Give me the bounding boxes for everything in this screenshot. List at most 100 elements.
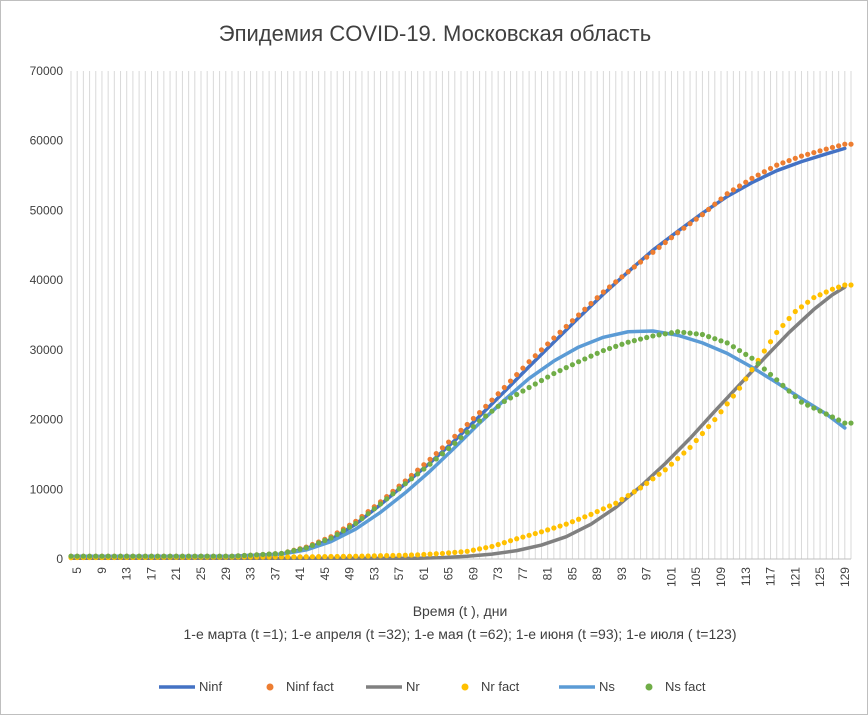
point-nr-fact-44	[316, 554, 322, 560]
point-ninf-fact-88	[588, 300, 594, 307]
point-nr-fact-70	[476, 546, 483, 552]
legend-label-nr: Nr	[406, 679, 420, 694]
point-ns-fact-106	[699, 331, 706, 338]
x-tick-label-77: 77	[516, 567, 530, 581]
point-ns-fact-99	[656, 332, 662, 338]
point-nr-fact-113	[743, 376, 749, 382]
x-tick-label-25: 25	[194, 567, 208, 581]
point-ninf-fact-65	[446, 439, 452, 445]
point-nr-fact-102	[675, 456, 681, 462]
point-nr-fact-92	[613, 500, 619, 506]
point-ns-fact-115	[755, 361, 761, 367]
point-ninf-fact-64	[439, 445, 446, 451]
y-tick-label-40000: 40000	[30, 273, 64, 287]
point-ninf-fact-70	[476, 410, 483, 416]
point-ns-fact-96	[637, 336, 644, 342]
point-ns-fact-31	[235, 553, 241, 559]
point-ninf-fact-60	[415, 467, 421, 473]
point-ninf-fact-121	[792, 155, 798, 161]
legend-label-ns: Ns	[599, 679, 615, 694]
point-ns-fact-128	[836, 417, 842, 423]
point-ninf-fact-63	[433, 450, 439, 457]
point-ns-fact-8	[93, 553, 99, 559]
point-ninf-fact-119	[780, 160, 786, 166]
series-line-nr	[69, 285, 847, 561]
point-nr-fact-103	[681, 450, 687, 456]
point-ns-fact-35	[260, 551, 266, 558]
point-nr-fact-122	[798, 304, 805, 310]
point-nr-fact-111	[730, 393, 736, 399]
point-ns-fact-112	[736, 347, 743, 354]
series-line-ns	[69, 329, 847, 558]
point-ns-fact-77	[520, 388, 526, 394]
point-ns-fact-50	[353, 520, 359, 527]
point-ns-fact-72	[489, 408, 495, 414]
point-nr-fact-107	[706, 423, 712, 430]
point-ns-fact-68	[464, 429, 470, 435]
point-ns-fact-88	[588, 353, 594, 359]
point-nr-fact-48	[340, 553, 346, 559]
series-line-ninf	[69, 146, 847, 558]
point-ns-fact-66	[452, 440, 458, 446]
point-nr-fact-106	[699, 430, 706, 437]
point-nr-fact-81	[545, 527, 551, 533]
point-ninf-fact-114	[749, 175, 755, 181]
point-ninf-fact-76	[514, 372, 520, 378]
point-nr-fact-64	[439, 550, 446, 557]
point-ns-fact-109	[718, 338, 724, 344]
point-ns-fact-46	[328, 535, 334, 541]
point-nr-fact-62	[427, 551, 433, 557]
point-nr-fact-82	[551, 525, 557, 531]
point-ninf-fact-81	[545, 341, 551, 347]
point-ninf-fact-98	[650, 249, 656, 255]
point-ns-fact-53	[371, 506, 377, 512]
point-ns-fact-27	[210, 553, 216, 559]
point-nr-fact-127	[829, 286, 836, 292]
point-nr-fact-128	[836, 284, 842, 290]
point-nr-fact-39	[285, 554, 291, 560]
x-tick-label-21: 21	[169, 567, 183, 581]
point-ns-fact-17	[148, 553, 155, 559]
point-ns-fact-103	[681, 329, 687, 336]
point-ninf-fact-67	[458, 427, 464, 433]
point-ninf-fact-129	[842, 141, 848, 147]
point-ninf-fact-61	[421, 462, 427, 468]
point-ns-fact-48	[340, 528, 346, 534]
point-ns-fact-73	[495, 403, 501, 409]
point-ns-fact-47	[334, 531, 340, 538]
point-ns-fact-61	[421, 466, 427, 472]
point-ns-fact-18	[155, 553, 161, 559]
point-ns-fact-26	[204, 553, 210, 559]
point-ns-fact-120	[786, 388, 792, 394]
point-ns-fact-42	[303, 545, 309, 551]
point-nr-fact-46	[328, 553, 334, 560]
point-ns-fact-127	[829, 414, 836, 420]
point-ns-fact-24	[192, 553, 198, 559]
x-tick-label-85: 85	[565, 567, 579, 581]
point-ns-fact-28	[216, 553, 223, 559]
x-tick-label-125: 125	[813, 567, 827, 587]
point-ninf-fact-86	[576, 312, 582, 318]
point-nr-fact-80	[538, 529, 545, 535]
point-nr-fact-50	[353, 553, 359, 559]
legend-label-nr-fact: Nr fact	[481, 679, 520, 694]
point-nr-fact-67	[458, 549, 464, 555]
point-ns-fact-87	[582, 356, 588, 362]
point-ns-fact-23	[186, 553, 192, 559]
x-tick-label-45: 45	[318, 567, 332, 581]
point-ninf-fact-90	[600, 289, 606, 295]
point-nr-fact-65	[446, 550, 452, 556]
point-nr-fact-94	[625, 492, 631, 499]
point-ninf-fact-69	[470, 415, 476, 422]
point-ns-fact-67	[458, 435, 464, 441]
point-ninf-fact-123	[805, 151, 811, 157]
point-ns-fact-90	[600, 347, 606, 354]
point-ns-fact-101	[668, 330, 675, 336]
point-nr-fact-73	[495, 541, 501, 548]
point-ns-fact-118	[774, 377, 780, 383]
point-nr-fact-124	[811, 294, 817, 301]
point-nr-fact-119	[780, 322, 786, 329]
point-nr-fact-57	[396, 552, 402, 558]
point-ninf-fact-103	[681, 225, 687, 231]
